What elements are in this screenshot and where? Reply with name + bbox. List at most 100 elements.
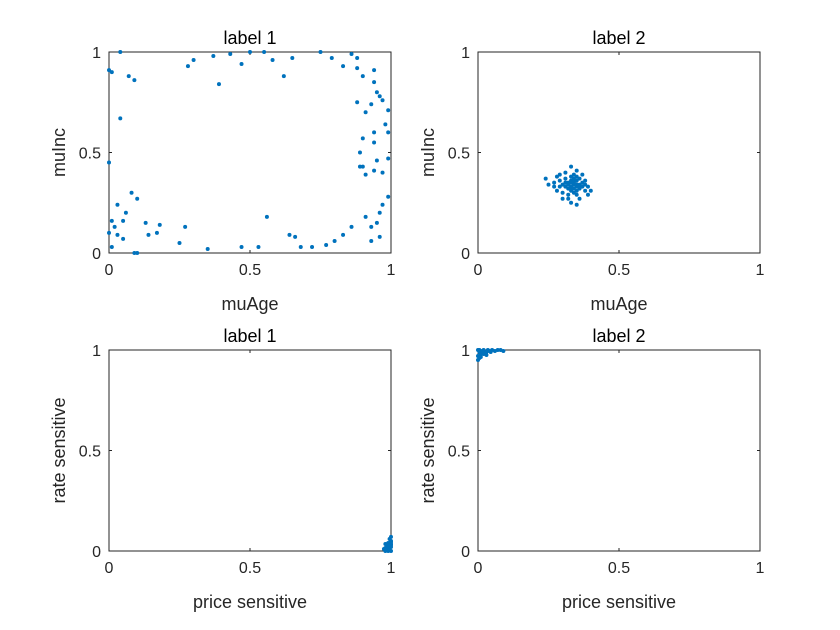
data-point xyxy=(554,188,559,193)
x-tick-label: 1 xyxy=(387,262,396,279)
data-point xyxy=(566,182,571,187)
data-point xyxy=(135,251,140,255)
data-point xyxy=(363,172,368,177)
data-point xyxy=(380,98,385,103)
data-point xyxy=(387,547,392,552)
data-point xyxy=(477,348,482,352)
data-point xyxy=(132,78,137,83)
chart-title: label 2 xyxy=(592,326,645,346)
y-tick-label: 0 xyxy=(461,544,470,561)
data-point xyxy=(478,355,483,360)
data-point xyxy=(281,74,286,79)
data-point xyxy=(349,52,354,57)
y-tick-label: 1 xyxy=(92,45,101,62)
data-point xyxy=(205,246,210,251)
data-point xyxy=(109,218,114,223)
data-point xyxy=(585,184,590,189)
y-axis-label: rate sensitive xyxy=(49,397,69,503)
data-point xyxy=(580,180,585,185)
data-point xyxy=(270,58,275,63)
data-point xyxy=(577,196,582,201)
data-point xyxy=(129,190,134,195)
data-point xyxy=(386,194,391,199)
data-point xyxy=(574,178,579,183)
data-point xyxy=(583,188,588,193)
y-tick-label: 0 xyxy=(92,544,101,561)
data-point xyxy=(123,210,128,215)
data-point xyxy=(478,352,483,357)
data-point xyxy=(329,56,334,61)
data-point xyxy=(552,180,557,185)
y-tick-label: 0 xyxy=(461,246,470,263)
data-point xyxy=(574,174,579,179)
data-point xyxy=(569,186,574,191)
data-point xyxy=(239,62,244,67)
data-point xyxy=(369,238,374,243)
data-point xyxy=(355,100,360,105)
data-point xyxy=(389,534,393,539)
x-axis-label: muAge xyxy=(590,294,647,314)
data-point xyxy=(374,220,379,225)
data-point xyxy=(324,242,329,247)
x-tick-label: 1 xyxy=(756,262,765,279)
data-point xyxy=(355,56,360,61)
data-point xyxy=(146,232,151,237)
data-point xyxy=(386,108,391,113)
data-point xyxy=(566,186,571,191)
data-point xyxy=(256,244,261,249)
data-point xyxy=(380,170,385,175)
data-point xyxy=(389,541,393,546)
data-point xyxy=(112,224,117,229)
data-point xyxy=(484,353,489,358)
data-point xyxy=(377,94,382,99)
data-point xyxy=(557,172,562,177)
subplot-2: 0 0.5 1 0 0.5 1 label 2 muAge muInc xyxy=(418,28,765,314)
data-point xyxy=(332,238,337,243)
x-tick-label: 1 xyxy=(756,560,765,577)
data-point xyxy=(177,240,182,245)
data-point xyxy=(546,182,551,187)
y-tick-label: 0.5 xyxy=(79,146,101,163)
data-point xyxy=(569,174,574,179)
data-point xyxy=(372,130,377,135)
data-point xyxy=(374,158,379,163)
data-point xyxy=(554,174,559,179)
data-point xyxy=(571,190,576,195)
y-axis-label: rate sensitive xyxy=(418,397,438,503)
chart-title: label 1 xyxy=(223,28,276,48)
data-point xyxy=(574,188,579,193)
data-point xyxy=(585,192,590,197)
data-point xyxy=(349,224,354,229)
data-point xyxy=(569,200,574,205)
subplot-3: 0 0.5 1 0 0.5 1 label 1 price sensitive rate sen… xyxy=(49,326,396,612)
data-point xyxy=(381,546,386,551)
data-point xyxy=(248,50,252,54)
data-point xyxy=(383,122,388,127)
data-point xyxy=(501,349,506,354)
data-point xyxy=(580,184,585,189)
data-point xyxy=(386,156,391,161)
data-point xyxy=(115,202,120,207)
x-tick-label: 0.5 xyxy=(608,262,630,279)
x-axis-label: price sensitive xyxy=(193,592,307,612)
chart-title: label 1 xyxy=(223,326,276,346)
data-point xyxy=(363,110,368,115)
data-point xyxy=(121,218,126,223)
data-point xyxy=(211,54,216,59)
data-point xyxy=(372,68,377,73)
axes-frame xyxy=(477,349,761,552)
y-tick-label: 0.5 xyxy=(448,146,470,163)
data-point xyxy=(563,180,568,185)
data-point xyxy=(318,50,323,54)
data-point xyxy=(588,188,593,193)
data-point xyxy=(298,244,303,249)
data-point xyxy=(580,172,585,177)
x-axis-label: price sensitive xyxy=(562,592,676,612)
data-point xyxy=(574,192,579,197)
y-tick-label: 0.5 xyxy=(79,444,101,461)
data-point xyxy=(380,202,385,207)
data-point xyxy=(571,178,576,183)
x-tick-label: 0.5 xyxy=(239,560,261,577)
data-point xyxy=(560,190,565,195)
data-point xyxy=(557,184,562,189)
